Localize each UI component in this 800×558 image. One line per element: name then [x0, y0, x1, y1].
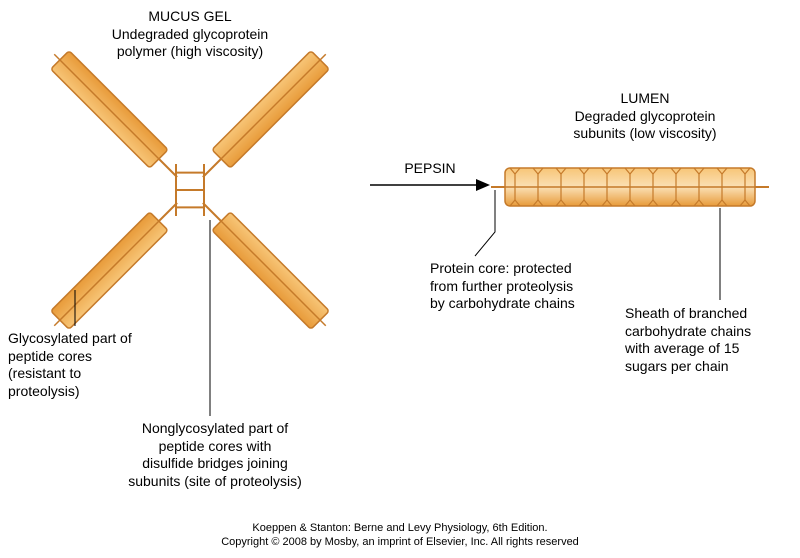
callout-line: subunits (site of proteolysis)	[128, 473, 302, 489]
callout-line: Protein core: protected	[430, 260, 572, 276]
protein-core-label: Protein core: protected from further pro…	[430, 260, 630, 313]
callout-line: Sheath of branched	[625, 305, 747, 321]
title-line: polymer (high viscosity)	[117, 43, 263, 59]
callout-line: Glycosylated part of	[8, 330, 132, 346]
title-line: LUMEN	[620, 90, 669, 106]
callout-line: proteolysis)	[8, 383, 80, 399]
callout-line: carbohydrate chains	[625, 323, 751, 339]
callout-line: by carbohydrate chains	[430, 295, 575, 311]
credit-line-1: Koeppen & Stanton: Berne and Levy Physio…	[0, 522, 800, 534]
credit-line-2: Copyright © 2008 by Mosby, an imprint of…	[0, 536, 800, 548]
lumen-title: LUMEN Degraded glycoprotein subunits (lo…	[540, 90, 750, 143]
title-line: MUCUS GEL	[148, 8, 231, 24]
callout-line: Nonglycosylated part of	[142, 420, 288, 436]
glycosylated-arm-label: Glycosylated part of peptide cores (resi…	[8, 330, 168, 400]
sheath-label: Sheath of branched carbohydrate chains w…	[625, 305, 795, 375]
title-line: subunits (low viscosity)	[573, 125, 716, 141]
nonglycosylated-label: Nonglycosylated part of peptide cores wi…	[105, 420, 325, 490]
mucus-gel-title: MUCUS GEL Undegraded glycoprotein polyme…	[60, 8, 320, 61]
title-line: Degraded glycoprotein	[575, 108, 716, 124]
callout-line: sugars per chain	[625, 358, 729, 374]
callout-line: from further proteolysis	[430, 278, 573, 294]
callout-line: peptide cores with	[159, 438, 272, 454]
callout-line: disulfide bridges joining	[142, 455, 288, 471]
pepsin-label: PEPSIN	[390, 160, 470, 178]
callout-line: with average of 15	[625, 340, 739, 356]
callout-line: (resistant to	[8, 365, 81, 381]
callout-line: peptide cores	[8, 348, 92, 364]
title-line: Undegraded glycoprotein	[112, 26, 268, 42]
